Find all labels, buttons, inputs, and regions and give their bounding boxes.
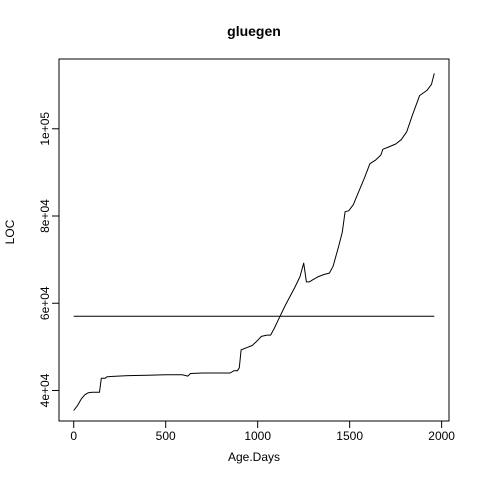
y-tick-label: 8e+04	[38, 199, 52, 233]
y-axis-label: LOC	[3, 219, 17, 244]
x-tick-label: 0	[70, 429, 77, 443]
x-tick-label: 500	[156, 429, 176, 443]
y-axis: 4e+04 6e+04 8e+04 1e+05	[38, 112, 60, 407]
x-tick-label: 2000	[428, 429, 455, 443]
y-tick-label: 6e+04	[38, 286, 52, 320]
x-tick-label: 1000	[244, 429, 271, 443]
x-axis: 0 500 1000 1500 2000	[70, 420, 455, 443]
chart-title: gluegen	[227, 23, 281, 39]
loc-series-line	[73, 73, 435, 411]
series-layer	[73, 73, 435, 411]
x-axis-label: Age.Days	[228, 450, 280, 464]
x-tick-label: 1500	[336, 429, 363, 443]
y-tick-label: 4e+04	[38, 373, 52, 407]
y-tick-label: 1e+05	[38, 112, 52, 146]
